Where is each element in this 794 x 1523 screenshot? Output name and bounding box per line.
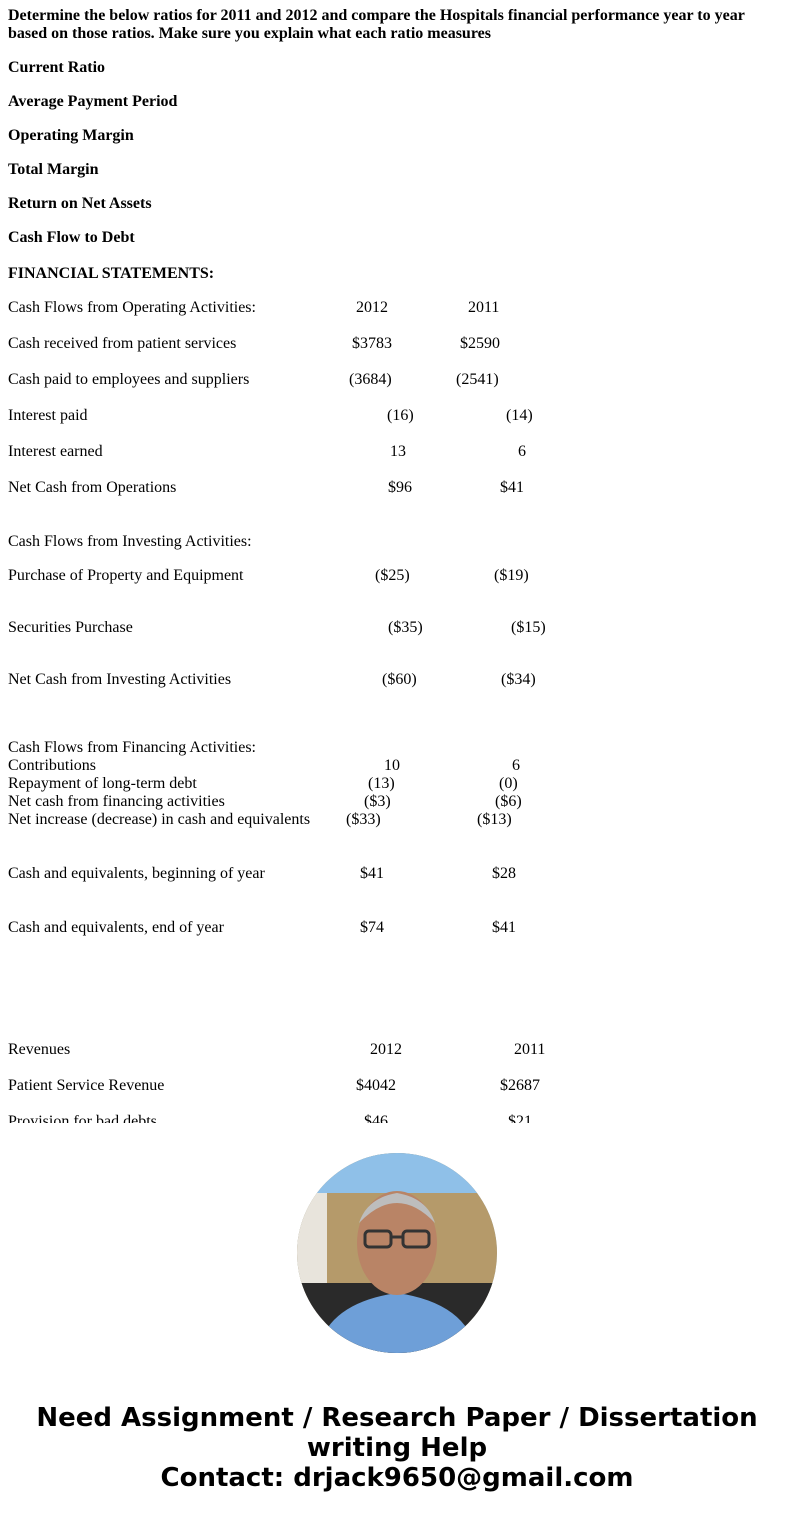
footer-line: writing Help [306,1433,488,1463]
value-2011: 2011 [514,1041,546,1058]
value-2012: $74 [360,919,384,936]
avatar [297,1153,497,1353]
value-2012: ($25) [375,567,410,584]
row-label: Revenues [8,1041,71,1058]
value-2011: $2687 [500,1077,540,1094]
row-label: Interest paid [8,407,88,424]
row-label: Cash paid to employees and suppliers [8,371,250,388]
value-2012: (13) [368,775,395,792]
value-2012: ($33) [346,811,381,828]
ratio-item: Average Payment Period [8,93,178,110]
value-2011: $21 [508,1113,532,1123]
row-label: Net increase (decrease) in cash and equi… [8,811,311,828]
ratio-item: Operating Margin [8,127,134,144]
row-label: Patient Service Revenue [8,1077,165,1094]
document: Determine the below ratios for 2011 and … [8,7,745,1123]
value-2011: (0) [499,775,518,792]
ratio-item: Total Margin [8,161,99,178]
value-2011: $41 [500,479,524,496]
row-label: Net Cash from Operations [8,479,177,496]
value-2011: $2590 [460,335,500,352]
statements-heading: FINANCIAL STATEMENTS: [8,265,215,282]
row-label: Purchase of Property and Equipment [8,567,244,584]
footer-contact: Contact: drjack9650@gmail.com [160,1463,634,1493]
value-2012: 2012 [370,1041,402,1058]
value-2012: (3684) [349,371,392,388]
value-2011: ($19) [494,567,529,584]
row-label: Cash and equivalents, end of year [8,919,224,936]
ratio-item: Return on Net Assets [8,195,152,212]
value-2011: ($34) [501,671,536,688]
value-2012: 13 [390,443,406,460]
question-text: Determine the below ratios for 2011 and … [8,7,745,42]
value-2012: (16) [387,407,414,424]
value-2012: $96 [388,479,412,496]
row-label: Securities Purchase [8,619,133,636]
value-2011: (2541) [456,371,499,388]
value-2011: ($13) [477,811,512,828]
row-label: Cash and equivalents, beginning of year [8,865,265,882]
value-2011: ($6) [495,793,522,810]
value-2012: ($35) [388,619,423,636]
ratio-item: Current Ratio [8,59,106,76]
value-2012: ($60) [382,671,417,688]
value-2011: 2011 [468,299,500,316]
row-label: Cash received from patient services [8,335,237,352]
row-label: Net cash from financing activities [8,793,225,810]
row-label: Cash Flows from Financing Activities: [8,739,256,756]
value-2012: $3783 [352,335,392,352]
row-label: Interest earned [8,443,103,460]
row-label: Contributions [8,757,97,774]
value-2011: (14) [506,407,533,424]
value-2012: 10 [384,757,400,774]
footer-line: Need Assignment / Research Paper / Disse… [36,1403,758,1433]
row-label: Cash Flows from Operating Activities: [8,299,256,316]
row-label: Cash Flows from Investing Activities: [8,533,252,550]
row-label: Net Cash from Investing Activities [8,671,232,688]
row-label: Repayment of long-term debt [8,775,197,792]
row-label: Provision for bad debts [8,1113,157,1123]
value-2011: ($15) [511,619,546,636]
value-2012: $4042 [356,1077,396,1094]
value-2012: 2012 [356,299,388,316]
ratio-item: Cash Flow to Debt [8,229,135,246]
value-2011: 6 [512,757,520,774]
value-2012: $46 [364,1113,388,1123]
value-2012: ($3) [364,793,391,810]
value-2011: 6 [518,443,526,460]
value-2011: $28 [492,865,516,882]
value-2011: $41 [492,919,516,936]
value-2012: $41 [360,865,384,882]
footer-ad: Need Assignment / Research Paper / Disse… [0,1403,794,1493]
